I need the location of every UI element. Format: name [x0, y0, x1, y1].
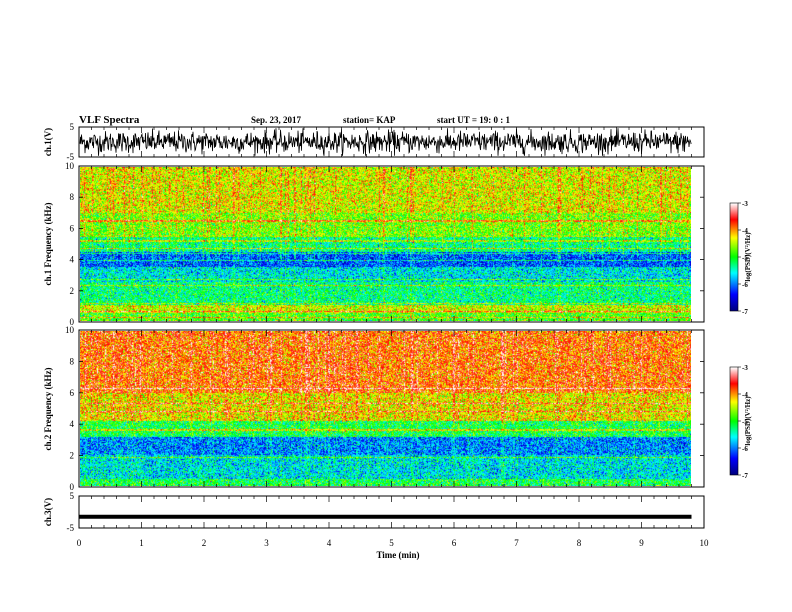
ch1-ytick-bottom: -5: [67, 152, 75, 162]
colorbar-tick-label: -4: [742, 227, 748, 235]
ytick-label: 0: [70, 482, 75, 492]
ch2-colorbar: [730, 367, 738, 475]
ytick-label: 2: [70, 286, 75, 296]
colorbar-tick-label: -7: [742, 472, 748, 480]
ytick-label: 10: [65, 161, 75, 171]
xtick-label: 0: [77, 538, 82, 548]
colorbar-tick-label: -6: [742, 445, 748, 453]
xtick-label: 8: [577, 538, 582, 548]
ch1-waveform-ylabel: ch.1(V): [43, 128, 53, 156]
ytick-label: 4: [70, 419, 75, 429]
ch1-waveform-panel: 5 -5 ch.1(V): [43, 122, 705, 162]
xtick-label: 2: [202, 538, 207, 548]
xtick-label: 10: [700, 538, 710, 548]
xtick-label: 1: [139, 538, 144, 548]
ch2-colorbar-label: log(PSD)(V²/Hz): [744, 396, 752, 446]
ch1-colorbar-label: log(PSD)(V²/Hz): [744, 232, 752, 282]
ch2-spectrogram-ylabel: ch.2 Frequency (kHz): [43, 367, 53, 450]
colorbar-tick-label: -3: [742, 364, 748, 372]
ch2-spectrogram-image: [80, 331, 691, 486]
colorbar-tick-label: -6: [742, 281, 748, 289]
start-time-label: start UT = 19: 0 : 1: [437, 115, 510, 125]
xtick-label: 6: [452, 538, 457, 548]
ytick-label: 10: [65, 325, 75, 335]
ch3-waveform-ylabel: ch.3(V): [43, 498, 53, 526]
ytick-label: 0: [70, 317, 75, 327]
time-axis-label: Time (min): [376, 550, 419, 560]
xtick-label: 9: [639, 538, 644, 548]
ch1-colorbar: [730, 203, 738, 311]
ytick-label: 4: [70, 255, 75, 265]
ytick-label: 2: [70, 451, 75, 461]
ch1-waveform-line: [79, 128, 692, 156]
ch3-ytick-top: 5: [70, 491, 75, 501]
xtick-label: 7: [514, 538, 519, 548]
ytick-label: 6: [70, 388, 75, 398]
date-label: Sep. 23, 2017: [251, 115, 302, 125]
ch1-ytick-top: 5: [70, 122, 75, 132]
ch3-waveform-panel: 5 -5 ch.3(V): [43, 491, 705, 533]
figure-title: VLF Spectra: [79, 114, 140, 126]
ytick-label: 8: [70, 192, 75, 202]
xtick-label: 5: [389, 538, 394, 548]
colorbar-tick-label: -5: [742, 418, 748, 426]
colorbar-tick-label: -3: [742, 200, 748, 208]
station-label: station= KAP: [343, 115, 396, 125]
xtick-label: 4: [327, 538, 332, 548]
ch1-spectrogram-ylabel: ch.1 Frequency (kHz): [43, 202, 53, 285]
time-axis-ticks: [78, 127, 705, 528]
ytick-label: 6: [70, 223, 75, 233]
xtick-label: 3: [264, 538, 269, 548]
ch3-ytick-bottom: -5: [67, 523, 75, 533]
colorbar-tick-label: -7: [742, 308, 748, 316]
ytick-label: 8: [70, 356, 75, 366]
time-axis-tick-labels: 0 1 2 3 4 5 6 7 8 9 10: [77, 538, 709, 548]
colorbar-tick-label: -5: [742, 254, 748, 262]
ch1-spectrogram-image: [80, 167, 691, 321]
colorbar-tick-label: -4: [742, 391, 748, 399]
